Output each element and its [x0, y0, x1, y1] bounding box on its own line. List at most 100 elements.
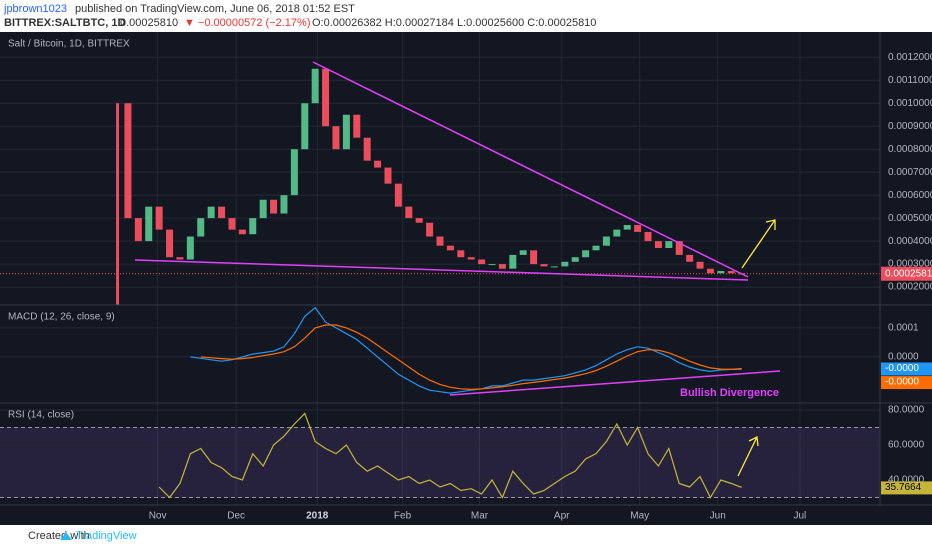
value-label: -0.0000	[885, 377, 919, 388]
candle	[311, 68, 319, 104]
annotation: Bullish Divergence	[680, 387, 779, 399]
y-tick-label: 0.0001	[888, 323, 919, 334]
candle	[322, 68, 330, 127]
x-tick-label: Jun	[710, 511, 726, 522]
y-tick-label: 60.0000	[888, 440, 925, 451]
candle	[561, 261, 569, 267]
candle	[301, 103, 309, 150]
candle	[675, 241, 683, 255]
y-tick-label: 0.00120000	[888, 52, 932, 63]
footer-text: Created with	[28, 530, 90, 542]
panel-title: Salt / Bitcoin, 1D, BITTREX	[8, 39, 130, 50]
candle	[540, 264, 548, 267]
candle	[374, 160, 382, 168]
y-tick-label: 0.00020000	[888, 282, 932, 293]
candle	[290, 149, 298, 196]
candle	[124, 103, 132, 219]
panel-title: RSI (14, close)	[8, 410, 74, 421]
candle	[280, 195, 288, 214]
y-tick-label: 0.00100000	[888, 98, 932, 109]
candle	[446, 245, 454, 251]
x-tick-label: Dec	[227, 511, 245, 522]
candle	[530, 250, 538, 265]
candle	[696, 261, 704, 269]
published: published on TradingView.com, June 06, 2…	[75, 3, 355, 15]
x-tick-label: Mar	[471, 511, 489, 522]
x-tick-label: Feb	[394, 511, 412, 522]
arrow	[737, 436, 759, 477]
y-tick-label: 40.0000	[888, 475, 925, 486]
candle	[270, 199, 278, 214]
series-line	[190, 306, 742, 394]
x-tick-label: 2018	[306, 511, 329, 522]
series-line	[200, 324, 742, 391]
y-tick-label: 0.00070000	[888, 167, 932, 178]
y-tick-label: 0.00030000	[888, 259, 932, 270]
candle	[592, 245, 600, 251]
value-label: -0.0000	[885, 363, 919, 374]
x-tick-label: Jul	[794, 511, 807, 522]
candle	[186, 236, 194, 260]
candle	[519, 250, 527, 255]
x-tick-label: May	[630, 511, 649, 522]
value-label-box	[881, 362, 932, 376]
candle	[363, 137, 371, 161]
candle	[207, 206, 215, 219]
candle	[197, 218, 205, 237]
panel-title: MACD (12, 26, close, 9)	[8, 312, 115, 323]
rsi-band	[0, 427, 880, 498]
y-tick-label: 0.0000	[888, 352, 919, 363]
panel	[0, 306, 880, 394]
candle	[686, 254, 694, 262]
y-tick-label: 0.00060000	[888, 190, 932, 201]
x-tick-label: Apr	[554, 511, 570, 522]
candle	[634, 225, 642, 232]
trend-line	[312, 61, 749, 278]
value-label: 35.7664	[885, 482, 922, 493]
candle	[550, 266, 558, 268]
ohlc: O:0.00026382 H:0.00027184 L:0.00025600 C…	[312, 17, 596, 29]
last-price: 0.00025810	[120, 17, 178, 29]
trend-line	[134, 259, 749, 281]
footer-brand: TradingView	[76, 530, 137, 542]
candle	[228, 218, 236, 230]
y-tick-label: 80.0000	[888, 405, 925, 416]
candle	[582, 250, 590, 258]
candle	[623, 225, 631, 230]
candle	[394, 183, 402, 207]
candle	[342, 114, 350, 150]
candle	[498, 264, 506, 269]
candle	[426, 222, 434, 237]
candle	[727, 270, 735, 274]
candle	[116, 103, 120, 305]
trend-line	[449, 370, 781, 396]
candle	[218, 206, 226, 219]
candle	[155, 206, 163, 230]
candle	[353, 114, 361, 138]
y-tick-label: 0.00050000	[888, 213, 932, 224]
y-tick-label: 0.00040000	[888, 236, 932, 247]
candle	[717, 270, 725, 274]
author: jpbrown1023	[3, 3, 67, 15]
candle	[654, 241, 662, 249]
x-tick-label: Nov	[149, 511, 167, 522]
candle	[238, 229, 246, 235]
candle	[134, 218, 142, 242]
candle	[176, 257, 184, 260]
candle	[488, 264, 496, 266]
candle	[478, 259, 486, 265]
panel	[0, 56, 880, 305]
candle	[467, 257, 475, 260]
change: ▼ −0.00000572 (−2.17%)	[184, 17, 310, 29]
candle	[571, 257, 579, 262]
series-line	[158, 412, 742, 499]
arrow	[741, 219, 776, 269]
candle	[644, 231, 652, 242]
candle	[509, 254, 517, 269]
candle	[602, 236, 610, 246]
panel	[0, 409, 880, 499]
value-label-box	[881, 481, 932, 495]
candle	[384, 167, 392, 184]
